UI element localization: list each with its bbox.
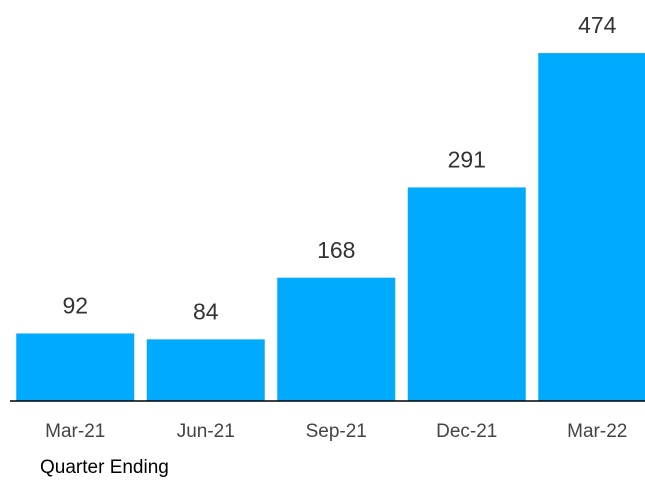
x-tick-label: Jun-21	[177, 421, 235, 442]
bar	[277, 277, 396, 401]
x-tick-label: Mar-21	[45, 421, 105, 442]
value-label: 92	[62, 293, 88, 319]
x-axis-title: Quarter Ending	[40, 457, 169, 478]
x-tick-label: Sep-21	[306, 421, 367, 442]
value-label: 84	[193, 298, 219, 324]
value-label: 291	[448, 146, 486, 172]
bar	[16, 333, 135, 401]
bar	[538, 53, 645, 402]
x-tick-label: Mar-22	[567, 421, 627, 442]
x-tick-label: Dec-21	[436, 421, 497, 442]
value-label: 168	[317, 237, 355, 263]
bar	[407, 187, 526, 401]
bar	[146, 339, 265, 401]
value-label: 474	[578, 12, 617, 38]
